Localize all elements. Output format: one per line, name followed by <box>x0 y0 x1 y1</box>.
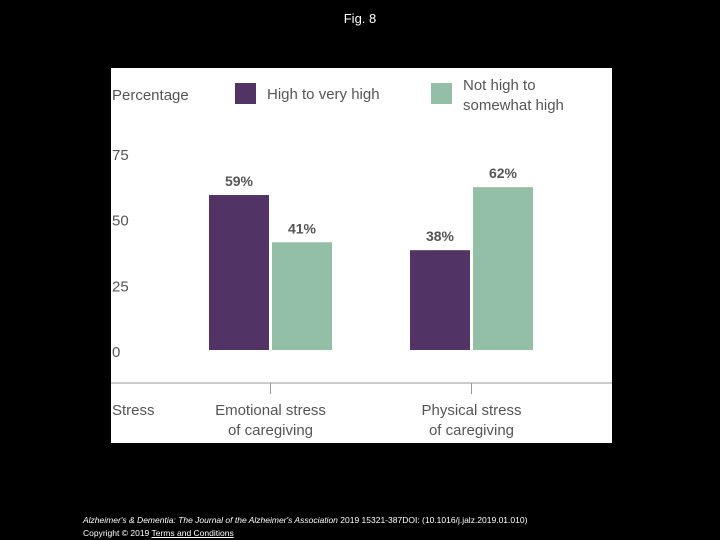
y-tick-label: 75 <box>112 147 129 164</box>
citation-line: Alzheimer's & Dementia: The Journal of t… <box>83 514 527 527</box>
copyright-line: Copyright © 2019 Terms and Conditions <box>83 527 527 540</box>
legend-label-2: somewhat high <box>463 97 564 114</box>
bar-1-1 <box>209 195 269 350</box>
copyright-text: Copyright © 2019 <box>83 528 152 538</box>
footer: Alzheimer's & Dementia: The Journal of t… <box>83 514 527 540</box>
bar-value-label: 41% <box>288 220 317 236</box>
x-tick-label-2: Physical stress <box>421 402 521 419</box>
bar-value-label: 59% <box>225 173 254 189</box>
legend-swatch-2 <box>431 83 452 104</box>
legend-label-1: High to very high <box>267 86 380 103</box>
bar-2-1 <box>272 242 332 350</box>
legend-swatch-1 <box>235 83 256 104</box>
x-tick-label-2: of caregiving <box>429 422 514 439</box>
x-tick-label-1: Emotional stress <box>215 402 326 419</box>
bar-1-2 <box>410 250 470 350</box>
y-tick-label: 50 <box>112 213 129 230</box>
bar-2-2 <box>473 187 533 350</box>
y-axis-title: Percentage <box>112 87 189 104</box>
terms-link[interactable]: Terms and Conditions <box>151 528 234 538</box>
legend-label-2: Not high to <box>463 77 536 94</box>
bar-chart: Percentage High to very high Not high to so… <box>111 77 612 439</box>
journal-name: Alzheimer's & Dementia: The Journal of t… <box>83 515 338 525</box>
citation-text: 2019 15321-387DOI: (10.1016/j.jalz.2019.… <box>337 515 528 525</box>
y-tick-label: 25 <box>112 278 129 295</box>
x-tick-label-1: of caregiving <box>228 422 313 439</box>
y-tick-label: 0 <box>112 344 120 361</box>
chart-panel: Percentage High to very high Not high to so… <box>111 68 612 443</box>
x-axis-title: Stress <box>112 402 155 419</box>
bar-value-label: 38% <box>426 228 455 244</box>
bar-value-label: 62% <box>489 165 518 181</box>
figure-title: Fig. 8 <box>343 11 377 26</box>
